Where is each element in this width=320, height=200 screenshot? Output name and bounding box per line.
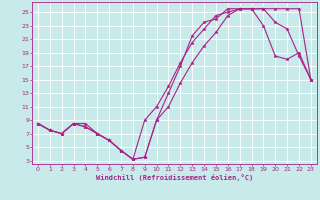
X-axis label: Windchill (Refroidissement éolien,°C): Windchill (Refroidissement éolien,°C): [96, 174, 253, 181]
